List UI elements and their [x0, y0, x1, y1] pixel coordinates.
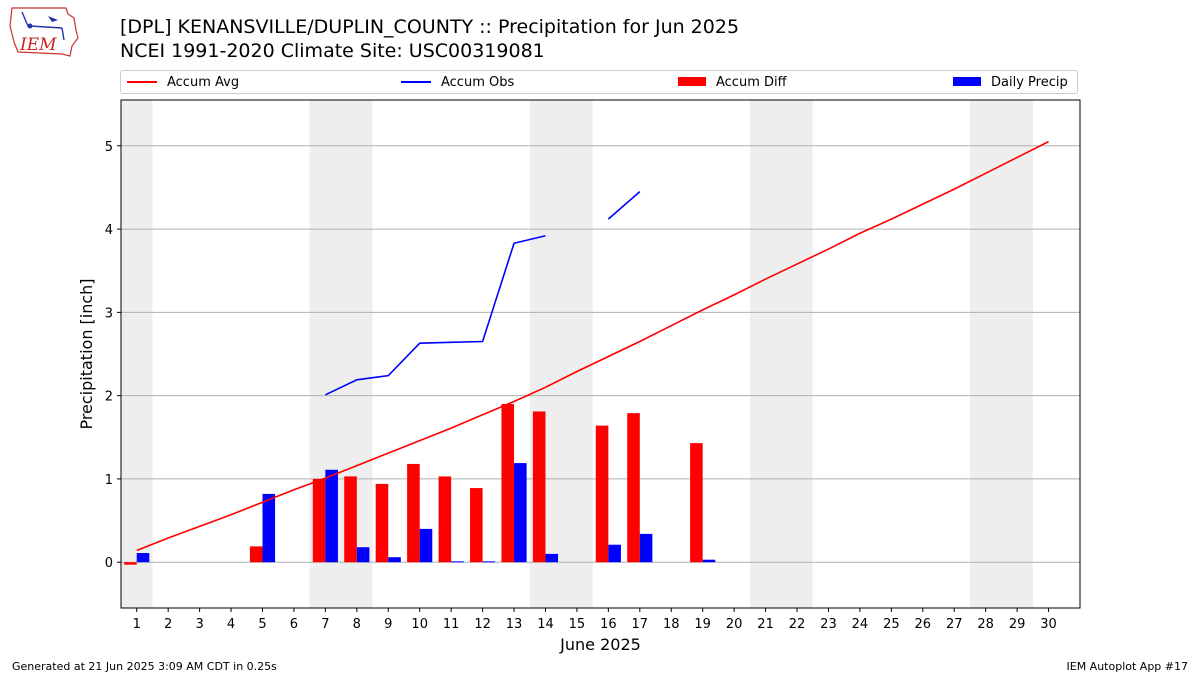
plot-frame: [120, 99, 1081, 609]
bar-accum-diff: [595, 425, 609, 563]
y-tick-label: 0: [105, 556, 113, 571]
x-tick-label: 23: [820, 617, 837, 632]
weekend-band: [749, 100, 813, 608]
bar-daily-precip: [419, 528, 433, 563]
bar-daily-precip: [262, 493, 276, 563]
x-tick-label: 16: [600, 617, 617, 632]
x-tick-label: 10: [411, 617, 428, 632]
x-axis-label: June 2025: [559, 635, 641, 654]
x-tick-label: 6: [290, 617, 298, 632]
chart-title: [DPL] KENANSVILLE/DUPLIN_COUNTY :: Preci…: [120, 16, 740, 38]
x-tick-label: 14: [537, 617, 554, 632]
bar-daily-precip: [136, 553, 150, 563]
bar-accum-diff: [375, 483, 389, 563]
y-tick-label: 1: [105, 473, 113, 488]
bar-accum-diff: [438, 476, 452, 563]
x-tick-label: 26: [915, 617, 932, 632]
bar-accum-diff: [249, 546, 263, 563]
logo-text: IEM: [19, 35, 57, 55]
x-tick-label: 1: [133, 617, 141, 632]
y-tick-label: 4: [105, 223, 113, 238]
bar-daily-precip: [639, 533, 653, 563]
y-tick-label: 2: [105, 390, 113, 405]
legend-label-diff: Accum Diff: [716, 75, 787, 90]
x-tick-label: 29: [1009, 617, 1026, 632]
x-tick-label: 7: [321, 617, 329, 632]
bar-accum-diff: [312, 478, 326, 563]
x-tick-label: 8: [353, 617, 361, 632]
x-tick-label: 5: [258, 617, 266, 632]
x-tick-label: 25: [883, 617, 900, 632]
x-tick-label: 13: [506, 617, 523, 632]
bar-accum-diff: [407, 463, 420, 563]
bar-accum-diff: [344, 476, 357, 563]
x-tick-label: 4: [227, 617, 235, 632]
legend-swatch-avg: [127, 80, 157, 83]
iem-logo: IEM: [9, 7, 79, 57]
x-tick-label: 28: [977, 617, 994, 632]
bar-accum-diff: [690, 443, 703, 563]
footer-generated: Generated at 21 Jun 2025 3:09 AM CDT in …: [12, 660, 277, 673]
bar-daily-precip: [325, 469, 338, 563]
bar-accum-diff: [470, 488, 483, 563]
x-tick-label: 24: [852, 617, 869, 632]
bar-daily-precip: [482, 561, 496, 563]
bar-daily-precip: [545, 553, 559, 563]
legend-swatch-daily: [953, 77, 981, 86]
legend-item-daily-precip: Daily Precip: [953, 74, 1068, 92]
x-tick-label: 3: [195, 617, 203, 632]
y-axis-label: Precipitation [inch]: [77, 278, 96, 429]
bar-daily-precip: [451, 561, 464, 563]
x-tick-label: 11: [443, 617, 460, 632]
legend: Accum Avg Accum Obs Accum Diff Daily Pre…: [120, 70, 1078, 94]
x-tick-label: 21: [757, 617, 774, 632]
x-tick-label: 17: [632, 617, 649, 632]
bar-accum-diff: [501, 403, 515, 563]
y-tick-label: 3: [105, 306, 113, 321]
x-tick-label: 19: [694, 617, 711, 632]
x-tick-label: 2: [164, 617, 172, 632]
bar-accum-diff: [532, 411, 546, 563]
legend-item-accum-diff: Accum Diff: [678, 74, 787, 92]
y-tick-label: 5: [105, 140, 113, 155]
x-tick-label: 22: [789, 617, 806, 632]
weekend-band: [121, 100, 153, 608]
x-tick-label: 30: [1040, 617, 1057, 632]
bar-daily-precip: [388, 557, 401, 563]
legend-swatch-diff: [678, 77, 706, 86]
bar-daily-precip: [702, 559, 716, 563]
x-tick-label: 15: [569, 617, 586, 632]
x-tick-label: 18: [663, 617, 680, 632]
x-tick-label: 27: [946, 617, 963, 632]
bar-daily-precip: [356, 547, 370, 563]
line-accum-avg: [136, 140, 1049, 552]
x-tick-label: 9: [384, 617, 392, 632]
weekend-band: [969, 100, 1033, 608]
legend-label-avg: Accum Avg: [167, 75, 240, 90]
x-tick-label: 12: [474, 617, 491, 632]
legend-label-obs: Accum Obs: [441, 75, 515, 90]
chart-subtitle: NCEI 1991-2020 Climate Site: USC00319081: [120, 40, 545, 62]
x-tick-label: 20: [726, 617, 743, 632]
bar-accum-diff: [627, 413, 640, 563]
bar-daily-precip: [608, 544, 621, 563]
legend-label-daily: Daily Precip: [991, 75, 1068, 90]
legend-item-accum-obs: Accum Obs: [401, 74, 514, 92]
legend-swatch-obs: [401, 80, 431, 83]
legend-item-accum-avg: Accum Avg: [127, 74, 239, 92]
line-accum-obs: [325, 234, 546, 396]
bar-daily-precip: [514, 463, 527, 563]
footer-app: IEM Autoplot App #17: [1066, 660, 1189, 673]
line-accum-obs: [607, 191, 641, 220]
bar-accum-diff: [124, 562, 137, 565]
